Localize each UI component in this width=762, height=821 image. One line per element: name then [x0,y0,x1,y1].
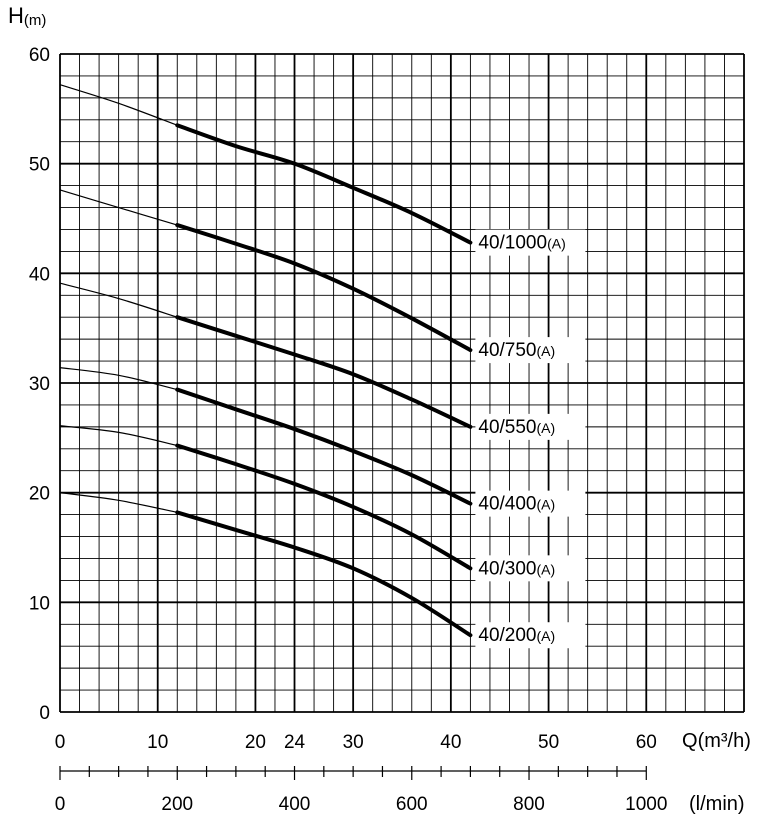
curve-thick-segment [175,443,473,571]
series-40-550: 40/550(A) [59,282,586,440]
curve-label: 40/300(A) [478,558,555,579]
y-tick-label: 30 [29,374,50,395]
series-40-750: 40/750(A) [59,189,586,364]
x-axis-label: Q(m³/h) [682,730,751,752]
x-tick-label: 30 [343,732,364,753]
y-tick-label: 20 [29,484,50,505]
secondary-axis-label: (l/min) [689,793,745,815]
x-tick-label: 0 [55,732,66,753]
series-40-300: 40/300(A) [59,425,586,582]
y-tick-label: 10 [29,593,50,614]
curve-label-background [475,490,586,517]
secondary-axis: 0 200 400 600 800 1000 [55,766,667,815]
curves: 40/1000(A) 40/750(A) 40/550(A) 40/400(A) 40/… [59,84,586,649]
series-40-200: 40/200(A) [59,492,586,649]
secondary-tick-label: 600 [396,794,428,815]
curve-label: 40/550(A) [478,417,555,438]
curve-label-background [475,229,586,256]
y-tick-label: 0 [39,703,50,724]
y-tick-label: 60 [29,45,50,66]
y-axis-label-unit: (m) [24,12,47,29]
secondary-tick-label: 200 [161,794,193,815]
curve-label: 40/200(A) [478,625,555,646]
y-tick-label: 40 [29,264,50,285]
series-40-1000: 40/1000(A) [59,84,586,256]
curve-thick-segment [175,387,473,506]
curve-thick-segment [175,510,473,638]
curve-thin-segment [59,367,178,391]
x-tick-label: 60 [636,732,657,753]
x-axis-label-unit: (m³/h) [698,730,751,752]
curve-thin-segment [59,425,178,447]
y-tick-label: 50 [29,155,50,176]
secondary-tick-label: 0 [55,794,66,815]
curve-thick-segment [175,123,473,245]
curve-thin-segment [59,282,178,318]
curve-thick-segment [175,223,473,353]
curve-thick-segment [175,315,473,429]
y-axis-label: H(m) [8,3,46,29]
secondary-tick-label: 1000 [625,794,667,815]
x-tick-label: 10 [147,732,168,753]
curve-label: 40/400(A) [478,494,555,515]
x-tick-label: 24 [284,732,306,753]
curve-label: 40/750(A) [478,340,555,361]
x-tick-label: 50 [538,732,559,753]
curve-thin-segment [59,84,178,126]
curve-label: 40/1000(A) [478,233,565,254]
x-tick-label: 40 [440,732,461,753]
grid [59,53,745,713]
curve-label-background [475,413,586,440]
secondary-tick-label: 800 [513,794,545,815]
x-axis-label-main: Q [682,730,698,752]
curve-label-background [475,337,586,364]
curve-thin-segment [59,189,178,226]
x-tick-label: 20 [245,732,266,753]
secondary-tick-label: 400 [279,794,311,815]
curve-thin-segment [59,492,178,513]
curve-label-background [475,622,586,649]
y-axis-label-main: H [8,3,24,28]
curve-label-background [475,555,586,582]
series-40-400: 40/400(A) [59,367,586,517]
labels: 0 10 20 30 40 50 60 0 10 20 24 30 40 50 60 [29,45,657,753]
